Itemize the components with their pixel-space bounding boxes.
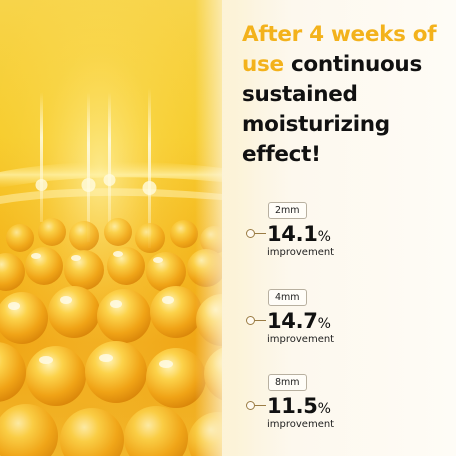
connector-dot — [246, 401, 255, 410]
text-panel — [222, 0, 456, 456]
percent-sign: % — [317, 401, 331, 417]
connector-dot — [246, 229, 255, 238]
connector-line — [255, 405, 266, 407]
percent-sign: % — [317, 316, 331, 332]
image-fade — [195, 0, 255, 456]
metric-caption: improvement — [267, 419, 335, 430]
connector-line — [255, 233, 266, 235]
moisture-beads-image — [0, 0, 260, 456]
metric-value: 14.1% — [267, 222, 331, 246]
metric-number: 11.5 — [267, 394, 318, 418]
metric-caption: improvement — [267, 247, 335, 258]
metric-number: 14.1 — [267, 222, 318, 246]
depth-badge: 2mm — [268, 202, 307, 219]
percent-sign: % — [317, 229, 331, 245]
depth-badge: 4mm — [268, 289, 307, 306]
headline-rest: continuous sustained moisturizing effect… — [242, 52, 422, 167]
headline-highlight: After 4 weeks of use — [242, 22, 437, 77]
headline: After 4 weeks of use continuous sustaine… — [242, 20, 447, 170]
metric-number: 14.7 — [267, 309, 318, 333]
metric-value: 11.5% — [267, 394, 331, 418]
connector-line — [255, 320, 266, 322]
beads-illustration — [0, 0, 260, 456]
metric-caption: improvement — [267, 334, 335, 345]
connector-dot — [246, 316, 255, 325]
metric-value: 14.7% — [267, 309, 331, 333]
depth-badge: 8mm — [268, 374, 307, 391]
